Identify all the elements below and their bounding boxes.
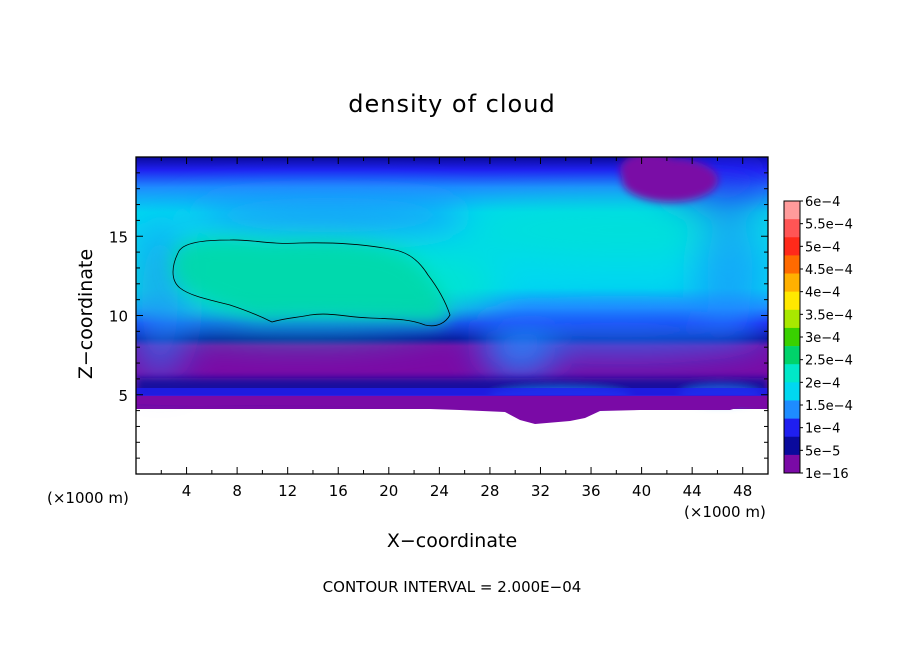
- x-tick-label: 48: [733, 482, 752, 500]
- colorbar: 6e−4 5.5e−4 5e−4 4.5e−4 4e−4 3.5e−4 3e−4 2.5e−4…: [783, 195, 853, 482]
- x-unit-label-right: (×1000 m): [684, 503, 766, 521]
- colorbar-swatch: [784, 400, 800, 419]
- x-axis-label: X−coordinate: [387, 530, 517, 552]
- x-unit-label-left: (×1000 m): [47, 489, 129, 507]
- colorbar-swatch: [784, 255, 800, 274]
- cloud-core-region: [171, 239, 448, 323]
- colorbar-label: 3.5e−4: [805, 308, 853, 323]
- colorbar-swatch: [784, 436, 800, 456]
- x-tick-label: 32: [531, 482, 550, 500]
- chart-title: density of cloud: [348, 90, 555, 118]
- x-tick-label: 24: [430, 482, 449, 500]
- y-axis-label: Z−coordinate: [75, 249, 97, 379]
- colorbar-swatch: [784, 219, 800, 238]
- colorbar-swatch: [784, 201, 800, 220]
- y-tick-label: 5: [118, 387, 128, 405]
- x-axis-ticks: 4 8 12 16 20 24 28 32 36 40 44 48: [160, 157, 752, 500]
- x-tick-label: 16: [329, 482, 348, 500]
- heatmap-field: [136, 157, 768, 474]
- x-tick-label: 36: [581, 482, 600, 500]
- colorbar-label: 4.5e−4: [805, 263, 853, 278]
- colorbar-label: 5e−4: [805, 240, 840, 255]
- colorbar-swatch: [784, 327, 800, 347]
- colorbar-swatch: [784, 454, 800, 474]
- x-tick-label: 4: [182, 482, 192, 500]
- colorbar-label: 1e−16: [805, 467, 849, 482]
- cloud-contour-2e-4: [172, 239, 451, 327]
- colorbar-label: 3e−4: [805, 331, 840, 346]
- colorbar-label: 6e−4: [805, 195, 840, 210]
- colorbar-swatch: [784, 364, 800, 383]
- contour-interval-note: CONTOUR INTERVAL = 2.000E−04: [323, 578, 582, 596]
- colorbar-label: 5e−5: [805, 444, 840, 459]
- x-tick-label: 44: [683, 482, 702, 500]
- colorbar-swatch: [784, 382, 800, 401]
- x-tick-label: 40: [632, 482, 651, 500]
- colorbar-label: 1.5e−4: [805, 399, 853, 414]
- colorbar-swatch: [784, 346, 800, 365]
- colorbar-label: 1e−4: [805, 422, 840, 437]
- colorbar-label: 5.5e−4: [805, 218, 853, 233]
- x-tick-label: 20: [379, 482, 398, 500]
- colorbar-swatch: [784, 237, 800, 256]
- cloud-base-region: [136, 395, 768, 424]
- y-tick-label: 10: [109, 308, 128, 326]
- x-tick-label: 28: [480, 482, 499, 500]
- colorbar-swatch: [784, 291, 800, 311]
- y-axis-ticks: 5 10 15: [109, 172, 768, 459]
- x-tick-label: 12: [278, 482, 297, 500]
- colorbar-swatch: [784, 309, 800, 329]
- colorbar-label: 2.5e−4: [805, 354, 853, 369]
- y-tick-label: 15: [109, 228, 128, 246]
- colorbar-label: 4e−4: [805, 286, 840, 301]
- colorbar-swatch: [784, 273, 800, 292]
- colorbar-swatch: [784, 418, 800, 438]
- colorbar-label: 2e−4: [805, 376, 840, 391]
- x-tick-label: 8: [232, 482, 242, 500]
